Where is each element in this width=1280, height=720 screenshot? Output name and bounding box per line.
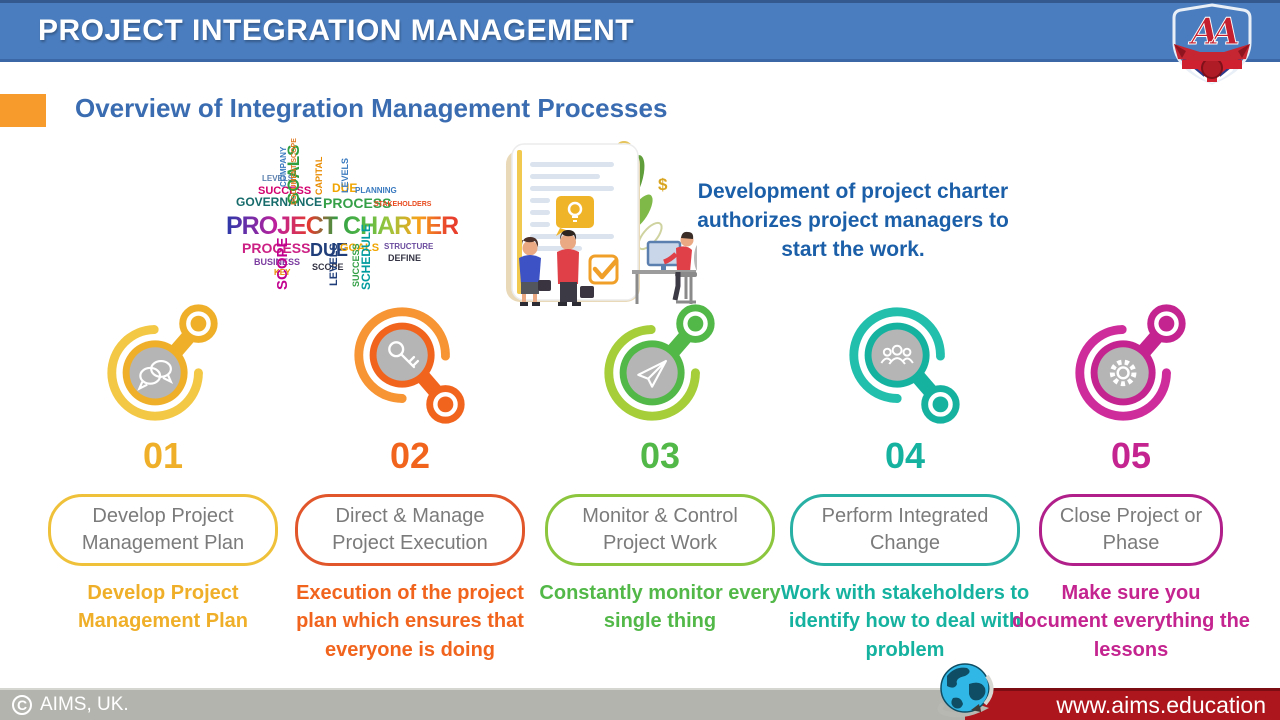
process-number: 05 [1110,435,1152,476]
process-number: 04 [884,435,926,476]
word-cloud-word: CAPITAL [314,156,324,195]
word-cloud-word: COMPANY [279,146,288,187]
process-pill: Direct & Manage Project Execution [295,494,525,566]
process-column-5: 05 Close Project or Phase Make sure you … [1011,300,1251,664]
bulb-badge [556,196,594,236]
paper-plane-icon [604,304,715,421]
process-pill: Develop Project Management Plan [48,494,278,566]
dollar-sign: $ [658,175,668,194]
word-cloud-word: GOVERNANCE [236,195,323,209]
process-column-4: 04 Perform Integrated Change Work with s… [780,300,1030,664]
website-link[interactable]: www.aims.education [1056,692,1266,718]
desk-scene [632,231,697,304]
copyright-icon: C [12,695,32,715]
process-description: Execution of the project plan which ensu… [296,582,524,661]
word-cloud-word: DUE [332,181,358,195]
word-cloud-word: PROCESS [242,240,311,256]
process-pill: Close Project or Phase [1039,494,1223,566]
process-description: Develop Project Management Plan [77,582,249,633]
word-cloud-word: LEVELS [340,157,350,193]
gear-icon [1075,304,1186,421]
process-description: Constantly monitor every single thing [539,582,781,633]
header-bar: PROJECT INTEGRATION MANAGEMENT [0,0,1280,62]
word-cloud-word: DEFINE [388,253,422,263]
copyright: C AIMS, UK. [12,694,129,716]
globe-icon [937,663,994,718]
accent-block [0,94,46,127]
word-cloud: PROJECT CHARTER SUCCESS GOVERNANCE LEVELS G… [222,138,459,304]
project-charter-illustration: $ [506,141,697,306]
word-cloud-word: LEVELS [262,174,294,183]
word-cloud-main: PROJECT CHARTER [226,212,459,240]
chat-icon [107,304,218,421]
checkbox [588,254,619,285]
word-cloud-word: STRUCTURE [384,242,434,251]
word-cloud-word: SUCCESS [258,185,312,197]
section-title: Overview of Integration Management Proce… [75,93,668,123]
word-cloud-word: DOCUMENT SCOPE [291,138,298,205]
word-cloud-word: GOALS [340,242,380,254]
word-cloud-word: DUE [310,240,349,260]
process-description: Work with stakeholders to identify how t… [780,582,1030,661]
word-cloud-word: PLANNING [355,186,397,195]
process-number: 02 [389,435,431,476]
process-pill: Monitor & Control Project Work [545,494,775,566]
copyright-text: AIMS, UK. [40,694,129,715]
aims-logo: AA [1172,3,1252,85]
word-cloud-word: SCHEDULE [359,223,373,290]
logo-monogram: AA [1188,11,1239,53]
person-woman [519,237,551,306]
word-cloud-word: PROCESS [323,195,392,211]
footer-left-bar: C AIMS, UK. [0,688,965,720]
process-column-1: 01 Develop Project Management Plan Devel… [38,300,288,636]
footer-right-bar: www.aims.education [965,688,1280,720]
page-title: PROJECT INTEGRATION MANAGEMENT [38,14,635,47]
process-column-3: 03 Monitor & Control Project Work Consta… [535,300,785,636]
charter-note: Development of project charter authorize… [688,178,1018,265]
charter-note-line: authorizes project managers to [697,208,1009,232]
word-cloud-word: BUSINESS [254,257,301,267]
word-cloud-word: SCOPE [312,262,344,272]
charter-note-line: start the work. [781,237,925,261]
process-number: 03 [639,435,681,476]
charter-note-line: Development of project charter [697,180,1009,203]
word-cloud-word: STAKEHOLDERS [374,201,432,208]
word-cloud-word: KEY [274,268,291,277]
person-man [557,230,594,306]
process-pill: Perform Integrated Change [790,494,1020,566]
word-cloud-word: SCOPE [274,237,291,290]
key-icon [354,307,465,424]
process-column-2: 02 Direct & Manage Project Execution Exe… [285,300,535,664]
process-description: Make sure you document everything the le… [1012,582,1250,661]
word-cloud-word: LEVELS [328,243,340,286]
process-number: 01 [142,435,184,476]
people-icon [849,307,960,424]
